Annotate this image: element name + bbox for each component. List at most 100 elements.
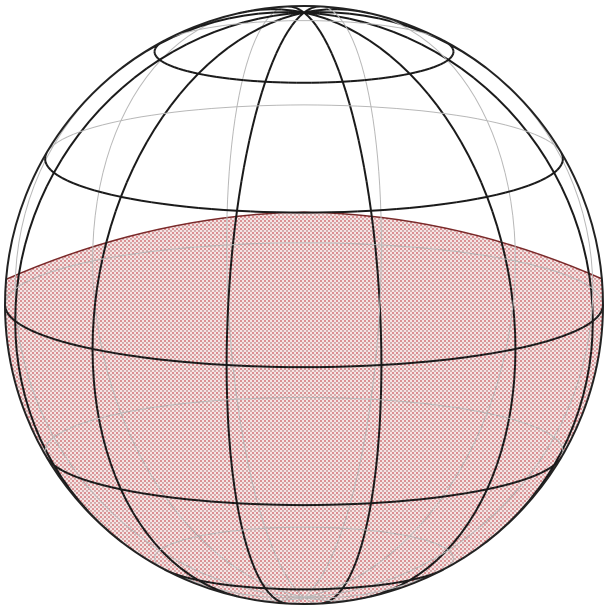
back-grid-line [120, 118, 131, 122]
back-grid-line [246, 455, 250, 470]
back-grid-line [170, 542, 175, 545]
front-grid-line [447, 57, 451, 61]
back-grid-line [545, 267, 555, 272]
front-grid-line [425, 359, 440, 363]
back-grid-line [103, 256, 116, 260]
front-grid-line [215, 75, 223, 79]
back-grid-line [480, 108, 488, 121]
back-grid-line [375, 144, 379, 158]
back-grid-line [536, 265, 547, 269]
front-grid-line [281, 14, 294, 20]
back-grid-line [559, 442, 562, 446]
back-grid-line [491, 132, 498, 147]
back-grid-line [96, 322, 101, 339]
back-grid-line [200, 571, 215, 579]
back-grid-line [115, 254, 129, 258]
back-grid-line [467, 441, 476, 456]
back-grid-line [358, 55, 362, 65]
front-grid-line [444, 116, 455, 130]
back-grid-line [407, 578, 422, 585]
front-grid-line [375, 256, 379, 272]
back-grid-line [154, 553, 157, 556]
front-grid-line [130, 490, 142, 495]
back-grid-line [203, 533, 211, 536]
back-grid-line [512, 215, 515, 231]
back-grid-line [92, 230, 95, 246]
back-grid-line [349, 32, 354, 41]
front-grid-line [562, 332, 571, 338]
back-grid-line [146, 66, 155, 77]
back-grid-line [61, 450, 71, 465]
back-grid-line [513, 419, 522, 423]
front-grid-line [436, 63, 441, 67]
front-grid-line [560, 186, 569, 202]
back-grid-line [155, 551, 159, 554]
front-grid-line [447, 58, 462, 70]
front-grid-line [72, 182, 81, 187]
front-grid-line [92, 347, 105, 353]
front-grid-line [10, 317, 16, 322]
front-grid-line [182, 69, 189, 73]
front-grid-line [209, 74, 217, 78]
back-grid-line [500, 353, 506, 369]
back-grid-line [427, 42, 438, 51]
back-grid-line [250, 528, 258, 530]
back-grid-line [582, 349, 587, 366]
back-grid-line [226, 199, 229, 215]
front-grid-line [172, 43, 188, 53]
back-grid-line [409, 525, 420, 537]
back-grid-line [28, 185, 35, 200]
back-grid-line [364, 529, 372, 532]
front-grid-line [307, 15, 313, 22]
back-grid-line [281, 590, 294, 596]
front-grid-line [545, 174, 551, 179]
back-grid-line [350, 21, 358, 24]
front-grid-line [587, 320, 594, 326]
back-grid-line [203, 27, 211, 30]
back-grid-line [399, 24, 410, 31]
front-grid-line [19, 323, 26, 329]
front-grid-line [170, 64, 175, 69]
front-grid-line [153, 48, 157, 51]
back-grid-line [146, 541, 160, 551]
front-grid-line [114, 196, 122, 212]
back-grid-line [355, 47, 360, 56]
front-grid-line [37, 332, 46, 338]
front-grid-line [357, 502, 372, 505]
front-grid-line [536, 477, 548, 491]
front-grid-line [370, 210, 374, 226]
back-grid-line [92, 258, 105, 262]
front-grid-line [229, 14, 245, 20]
front-grid-line [121, 77, 135, 89]
back-grid-line [140, 114, 152, 118]
front-grid-line [264, 71, 270, 83]
front-grid-line [507, 408, 512, 424]
front-grid-line [141, 356, 155, 360]
front-grid-line [238, 181, 243, 197]
back-grid-line [452, 554, 454, 557]
front-grid-line [363, 167, 368, 182]
front-grid-line [379, 318, 382, 335]
front-grid-line [491, 211, 499, 227]
back-grid-line [526, 262, 537, 267]
back-grid-line [496, 145, 502, 160]
front-grid-line [92, 302, 97, 319]
front-grid-line [222, 76, 230, 80]
front-grid-line [125, 500, 134, 513]
front-grid-line [243, 79, 251, 82]
front-grid-line [291, 19, 297, 27]
back-grid-line [496, 500, 509, 512]
back-grid-line [94, 201, 98, 216]
back-grid-line [556, 439, 561, 444]
front-grid-line [466, 490, 478, 495]
back-grid-line [393, 583, 408, 589]
back-grid-line [372, 369, 376, 385]
front-grid-line [96, 408, 101, 424]
front-grid-line [515, 345, 527, 350]
back-grid-line [477, 410, 488, 414]
back-grid-line [409, 401, 422, 404]
front-grid-line [348, 569, 354, 578]
front-grid-line [287, 24, 293, 32]
front-grid-line [174, 66, 179, 70]
back-grid-line [592, 288, 597, 293]
